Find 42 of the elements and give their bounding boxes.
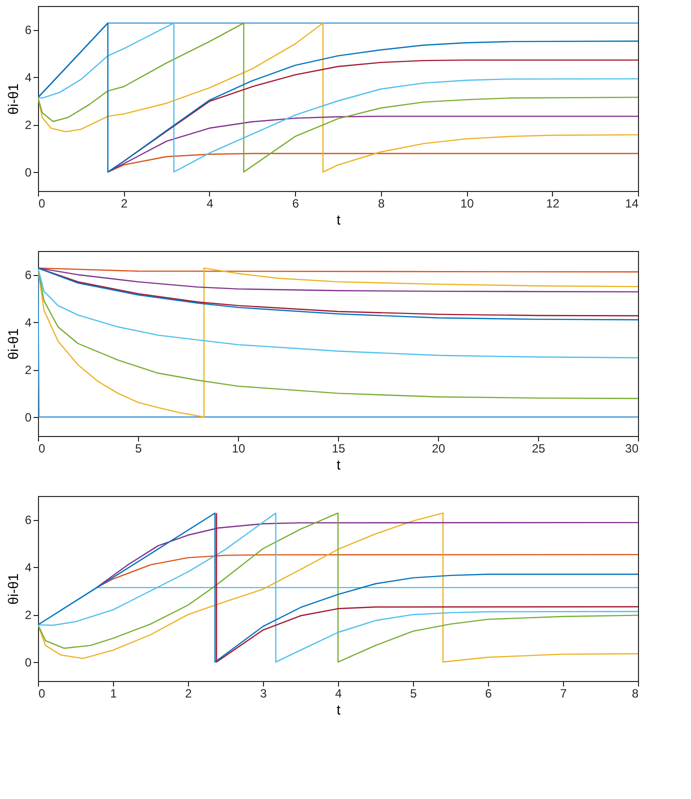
x-tick-label: 15: [332, 442, 346, 456]
y-tick-label: 6: [24, 23, 32, 38]
y-tick-label: 0: [24, 166, 32, 180]
y-tick-label: 0: [24, 656, 32, 670]
x-tick-label: 10: [460, 196, 474, 210]
x-tick-label: 4: [335, 686, 342, 700]
y-tick-label: 6: [24, 513, 32, 528]
x-axis-title: t: [336, 212, 341, 228]
x-tick-label: 4: [206, 196, 214, 210]
x-tick-label: 5: [135, 442, 142, 456]
x-tick-label: 0: [38, 196, 46, 210]
x-tick-label: 12: [546, 196, 560, 210]
y-tick-label: 0: [24, 410, 32, 425]
x-tick-label: 30: [625, 442, 639, 456]
x-tick-label: 7: [560, 686, 568, 700]
x-tick-label: 3: [260, 686, 268, 700]
x-tick-label: 8: [632, 686, 639, 700]
x-axis-title: t: [336, 456, 341, 472]
y-axis-title: θi-θ1: [4, 83, 21, 115]
x-tick-label: 25: [532, 442, 546, 456]
x-tick-label: 2: [120, 196, 128, 210]
y-tick-label: 2: [24, 118, 32, 132]
y-tick-label: 6: [24, 268, 32, 282]
x-tick-label: 0: [38, 442, 46, 456]
y-axis-title: θi-θ1: [4, 328, 21, 360]
x-tick-label: 14: [625, 196, 639, 210]
x-tick-label: 0: [38, 686, 46, 700]
y-tick-label: 2: [24, 363, 32, 378]
x-axis-title: t: [336, 702, 341, 718]
y-tick-label: 2: [24, 608, 32, 622]
y-tick-label: 4: [24, 316, 32, 330]
x-tick-label: 20: [432, 442, 446, 456]
y-axis-title: θi-θ1: [4, 573, 21, 605]
x-tick-label: 1: [110, 686, 118, 700]
x-tick-label: 2: [185, 686, 192, 700]
x-tick-label: 6: [485, 686, 492, 700]
x-tick-label: 8: [378, 196, 386, 210]
x-tick-label: 10: [232, 442, 246, 456]
y-tick-label: 4: [24, 70, 32, 85]
x-tick-label: 5: [410, 686, 418, 700]
y-tick-label: 4: [24, 560, 32, 575]
x-tick-label: 6: [292, 196, 300, 210]
